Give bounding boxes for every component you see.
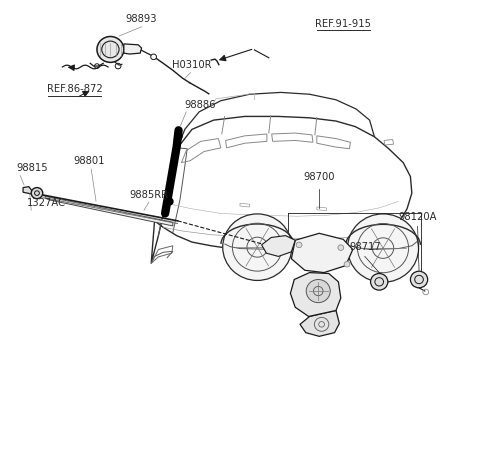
Circle shape bbox=[151, 54, 156, 60]
Circle shape bbox=[338, 245, 344, 250]
Polygon shape bbox=[300, 310, 339, 336]
Text: 98801: 98801 bbox=[73, 156, 105, 166]
Text: 98815: 98815 bbox=[17, 163, 48, 173]
Text: 9885RR: 9885RR bbox=[129, 189, 168, 200]
Circle shape bbox=[296, 242, 302, 248]
Text: 98893: 98893 bbox=[126, 14, 157, 24]
Polygon shape bbox=[291, 233, 353, 273]
Polygon shape bbox=[124, 44, 142, 54]
Text: 98886: 98886 bbox=[185, 100, 216, 110]
Circle shape bbox=[31, 188, 43, 199]
Text: 1327AC: 1327AC bbox=[26, 198, 65, 208]
Circle shape bbox=[97, 36, 124, 62]
Polygon shape bbox=[45, 196, 173, 226]
Text: 98120A: 98120A bbox=[398, 212, 437, 222]
Polygon shape bbox=[262, 236, 295, 256]
Circle shape bbox=[348, 214, 419, 282]
Text: 98717: 98717 bbox=[349, 242, 381, 252]
Polygon shape bbox=[290, 273, 341, 316]
Text: H0310R: H0310R bbox=[172, 60, 212, 70]
Circle shape bbox=[223, 214, 292, 280]
Circle shape bbox=[306, 280, 330, 303]
Circle shape bbox=[371, 274, 388, 290]
Text: REF.86-872: REF.86-872 bbox=[47, 84, 102, 94]
Text: 98700: 98700 bbox=[303, 172, 335, 182]
Circle shape bbox=[344, 261, 350, 267]
Polygon shape bbox=[23, 187, 32, 194]
Text: REF.91-915: REF.91-915 bbox=[315, 18, 371, 29]
Circle shape bbox=[410, 271, 428, 288]
